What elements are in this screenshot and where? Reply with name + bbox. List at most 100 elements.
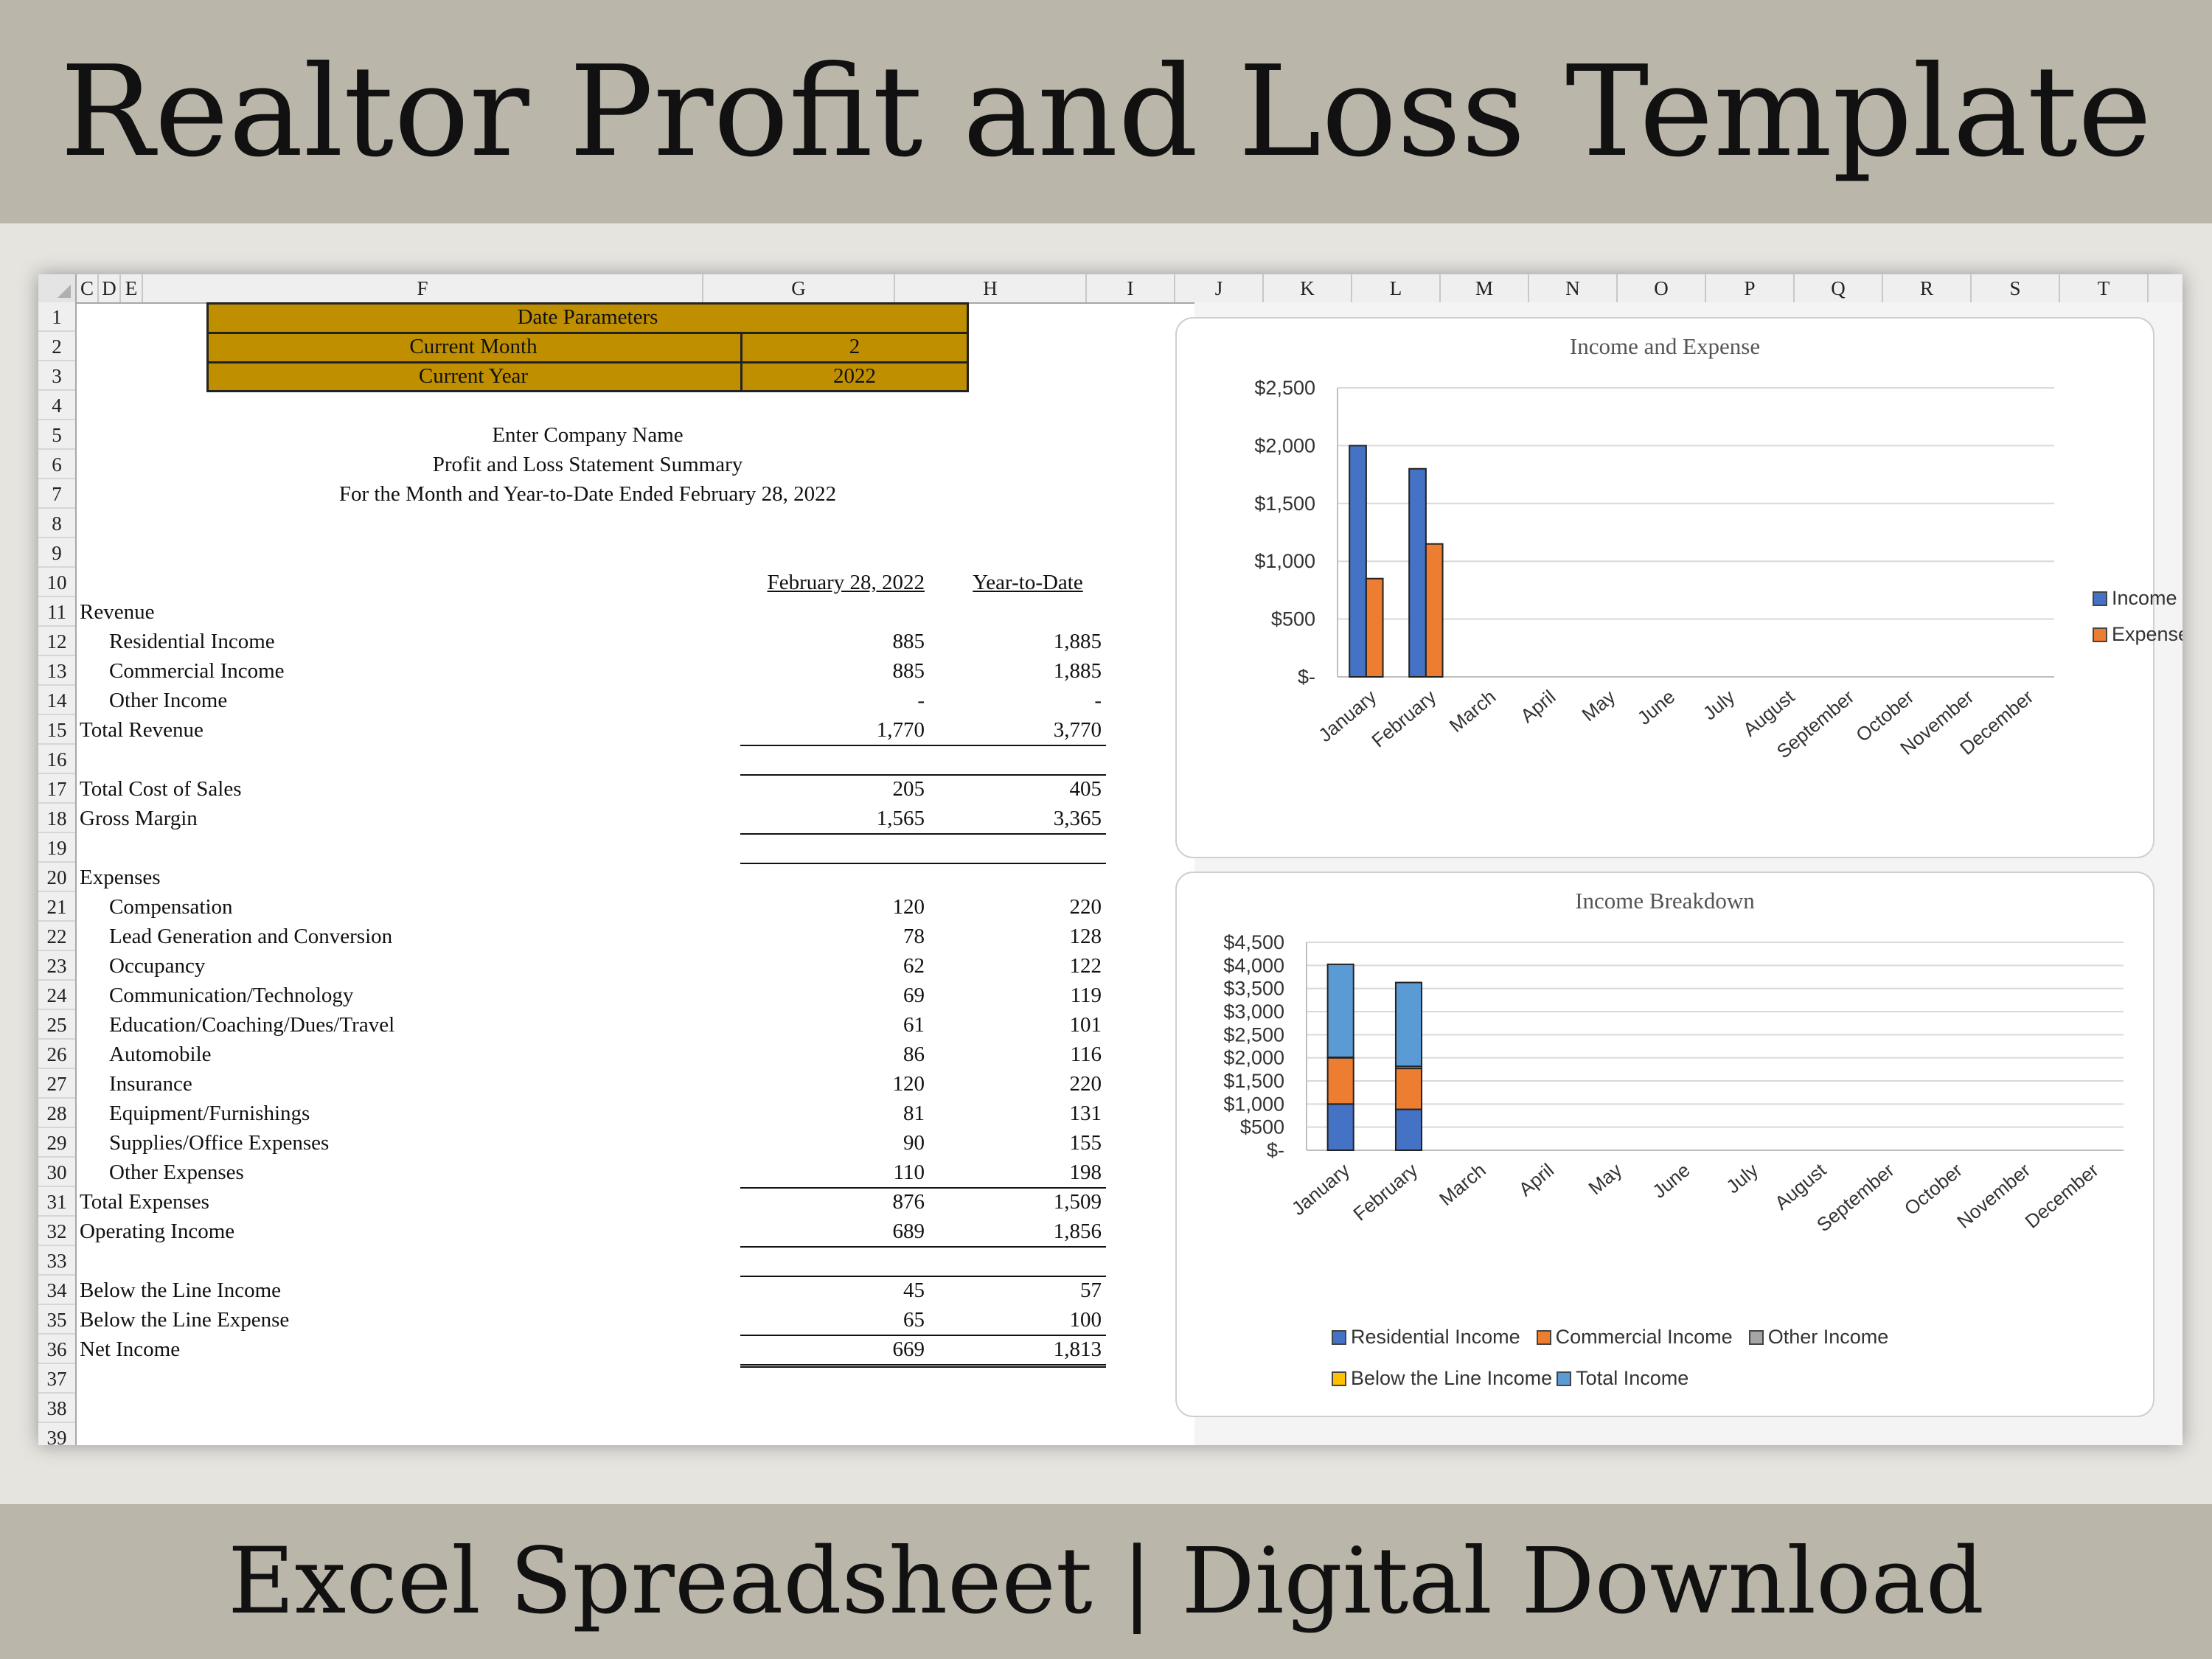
line-value-month[interactable]: 61 xyxy=(903,1013,925,1037)
line-value-ytd[interactable]: 128 xyxy=(1069,925,1102,948)
row-header[interactable]: 27 xyxy=(38,1069,75,1099)
line-value-ytd[interactable]: 1,509 xyxy=(1053,1190,1102,1214)
line-value-ytd[interactable]: 100 xyxy=(1069,1308,1102,1332)
row-header[interactable]: 39 xyxy=(38,1423,75,1445)
row-header[interactable]: 13 xyxy=(38,656,75,686)
line-value-month[interactable]: 110 xyxy=(893,1161,925,1184)
row-header[interactable]: 7 xyxy=(38,479,75,509)
column-header-n[interactable]: N xyxy=(1529,274,1618,302)
stacked-bar-residential-income[interactable] xyxy=(1326,1103,1354,1152)
row-header[interactable]: 10 xyxy=(38,568,75,597)
bar-income[interactable] xyxy=(1408,467,1427,678)
row-header[interactable]: 5 xyxy=(38,420,75,450)
row-header[interactable]: 26 xyxy=(38,1040,75,1069)
line-value-month[interactable]: 81 xyxy=(903,1102,925,1125)
row-header[interactable]: 15 xyxy=(38,715,75,745)
line-value-ytd[interactable]: 405 xyxy=(1069,777,1102,801)
stacked-bar-total-income[interactable] xyxy=(1394,981,1423,1068)
line-value-month[interactable]: 885 xyxy=(892,630,925,653)
stacked-bar-commercial-income[interactable] xyxy=(1326,1057,1354,1105)
line-value-ytd[interactable]: 122 xyxy=(1069,954,1102,978)
column-header-t[interactable]: T xyxy=(2060,274,2149,302)
row-header[interactable]: 8 xyxy=(38,509,75,538)
current-month-value[interactable]: 2 xyxy=(849,335,860,358)
row-header[interactable]: 12 xyxy=(38,627,75,656)
line-value-ytd[interactable]: 3,365 xyxy=(1053,807,1102,830)
bar-expense[interactable] xyxy=(1365,577,1384,678)
line-value-ytd[interactable]: 3,770 xyxy=(1053,718,1102,742)
row-header[interactable]: 9 xyxy=(38,538,75,568)
row-header[interactable]: 1 xyxy=(38,302,75,332)
line-value-ytd[interactable]: 116 xyxy=(1070,1043,1102,1066)
row-header[interactable]: 3 xyxy=(38,361,75,391)
row-header[interactable]: 20 xyxy=(38,863,75,892)
row-header[interactable]: 37 xyxy=(38,1364,75,1394)
row-header[interactable]: 17 xyxy=(38,774,75,804)
line-value-month[interactable]: 120 xyxy=(892,895,925,919)
row-header[interactable]: 16 xyxy=(38,745,75,774)
column-header-h[interactable]: H xyxy=(895,274,1087,302)
line-value-ytd[interactable]: 198 xyxy=(1069,1161,1102,1184)
line-value-month[interactable]: 90 xyxy=(903,1131,925,1155)
column-header-u[interactable]: U xyxy=(2149,274,2183,302)
income-breakdown-chart[interactable]: Income Breakdown $- $500 $1,000 $1,500 $2,00… xyxy=(1175,872,2154,1417)
line-value-month[interactable]: 669 xyxy=(892,1338,925,1361)
row-header[interactable]: 2 xyxy=(38,332,75,361)
line-value-ytd[interactable]: 1,856 xyxy=(1053,1220,1102,1243)
bar-expense[interactable] xyxy=(1425,543,1444,678)
row-header[interactable]: 38 xyxy=(38,1394,75,1423)
row-header[interactable]: 32 xyxy=(38,1217,75,1246)
column-header-j[interactable]: J xyxy=(1175,274,1264,302)
row-header[interactable]: 4 xyxy=(38,391,75,420)
line-value-month[interactable]: 45 xyxy=(903,1279,925,1302)
row-header[interactable]: 36 xyxy=(38,1335,75,1364)
line-value-month[interactable]: 1,565 xyxy=(876,807,925,830)
column-header-l[interactable]: L xyxy=(1352,274,1441,302)
column-header-r[interactable]: R xyxy=(1883,274,1972,302)
column-header-k[interactable]: K xyxy=(1264,274,1352,302)
row-header[interactable]: 19 xyxy=(38,833,75,863)
income-expense-chart[interactable]: Income and Expense $- $500 $1,000 $1,500 $2,… xyxy=(1175,317,2183,858)
row-header[interactable]: 14 xyxy=(38,686,75,715)
row-header[interactable]: 31 xyxy=(38,1187,75,1217)
line-value-ytd[interactable]: 57 xyxy=(1080,1279,1102,1302)
row-header[interactable]: 25 xyxy=(38,1010,75,1040)
row-header[interactable]: 23 xyxy=(38,951,75,981)
row-header[interactable]: 24 xyxy=(38,981,75,1010)
line-value-ytd[interactable]: - xyxy=(1094,689,1102,712)
stacked-bar-commercial-income[interactable] xyxy=(1394,1068,1423,1110)
column-header-f[interactable]: F xyxy=(143,274,703,302)
row-header[interactable]: 28 xyxy=(38,1099,75,1128)
line-value-ytd[interactable]: 131 xyxy=(1069,1102,1102,1125)
line-value-month[interactable]: 62 xyxy=(903,954,925,978)
line-value-ytd[interactable]: 119 xyxy=(1070,984,1102,1007)
line-value-ytd[interactable]: 155 xyxy=(1069,1131,1102,1155)
column-header-q[interactable]: Q xyxy=(1795,274,1883,302)
column-header-p[interactable]: P xyxy=(1706,274,1795,302)
line-value-ytd[interactable]: 1,813 xyxy=(1053,1338,1102,1361)
line-value-month[interactable]: 120 xyxy=(892,1072,925,1096)
row-header[interactable]: 21 xyxy=(38,892,75,922)
row-header[interactable]: 34 xyxy=(38,1276,75,1305)
select-all-corner[interactable] xyxy=(38,274,77,302)
row-header[interactable]: 30 xyxy=(38,1158,75,1187)
column-header-c[interactable]: C xyxy=(77,274,99,302)
column-header-i[interactable]: I xyxy=(1087,274,1175,302)
stacked-bar-residential-income[interactable] xyxy=(1394,1108,1423,1152)
line-value-ytd[interactable]: 1,885 xyxy=(1053,630,1102,653)
line-value-month[interactable]: 69 xyxy=(903,984,925,1007)
column-header-e[interactable]: E xyxy=(121,274,143,302)
column-header-d[interactable]: D xyxy=(99,274,121,302)
sheet-grid[interactable]: Date Parameters Current Month 2 Current … xyxy=(77,302,1194,1445)
line-value-month[interactable]: 885 xyxy=(892,659,925,683)
line-value-month[interactable]: 86 xyxy=(903,1043,925,1066)
column-header-m[interactable]: M xyxy=(1441,274,1529,302)
line-value-month[interactable]: 78 xyxy=(903,925,925,948)
line-value-ytd[interactable]: 1,885 xyxy=(1053,659,1102,683)
line-value-ytd[interactable]: 101 xyxy=(1069,1013,1102,1037)
row-header[interactable]: 18 xyxy=(38,804,75,833)
row-header[interactable]: 11 xyxy=(38,597,75,627)
line-value-month[interactable]: 876 xyxy=(892,1190,925,1214)
line-value-ytd[interactable]: 220 xyxy=(1069,895,1102,919)
row-header[interactable]: 29 xyxy=(38,1128,75,1158)
